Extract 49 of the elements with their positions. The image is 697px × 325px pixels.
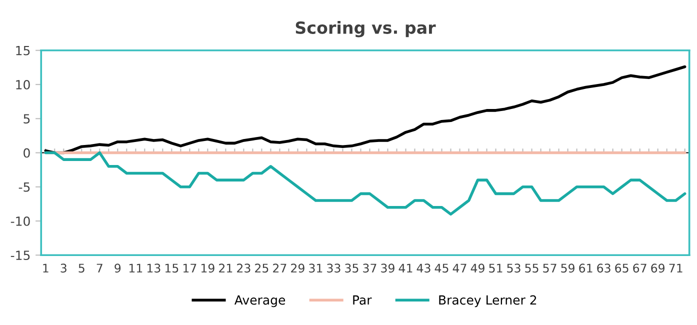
x-tick-label: 59 [561,264,574,273]
line-series [44,65,686,154]
x-tick-label: 35 [345,264,358,273]
y-tick-label: 5 [24,114,30,124]
x-tick-label: 47 [452,264,466,272]
x-tick-label: 53 [507,264,520,273]
x-tick-label: 69 [651,264,665,273]
y-tick-label: 10 [16,80,30,90]
x-tick-label: 49 [470,264,484,273]
x-tick-label: 41 [398,264,412,272]
x-tick-label: 55 [525,264,538,273]
y-tick-label: -15 [10,250,30,260]
legend-label: Par [353,295,372,305]
x-tick-label: 25 [255,264,268,273]
x-tick-label: 39 [381,264,394,273]
x-tick-label: 31 [309,264,322,273]
x-tick-label: 63 [597,264,610,273]
x-tick-label: 27 [273,264,286,272]
x-tick-label: 11 [129,264,142,272]
x-tick-label: 9 [114,264,121,273]
x-tick-label: 21 [219,264,232,272]
x-tick-label: 37 [363,264,376,273]
legend-label: Average [234,295,286,308]
x-tick-label: 7 [96,264,102,272]
x-tick-label: 51 [489,264,502,273]
x-tick-label: 43 [416,264,430,273]
y-tick-label: -10 [10,216,30,226]
line-series [44,151,686,216]
x-tick-label: 15 [165,264,178,273]
x-tick-label: 23 [237,264,250,273]
x-tick-label: 71 [669,264,682,272]
chart-title: Scoring vs. par [296,21,436,38]
legend-label: Bracey Lerner 2 [439,295,536,308]
x-tick-label: 13 [147,264,160,273]
x-tick-label: 65 [615,264,628,273]
x-tick-label: 61 [579,264,592,273]
x-tick-label: 29 [291,264,304,273]
x-tick-label: 57 [543,264,556,273]
y-tick-label: 15 [16,46,30,56]
x-tick-label: 45 [434,264,448,273]
x-tick-label: 17 [183,264,196,272]
y-tick-label: 0 [24,148,30,158]
x-tick-label: 3 [60,264,66,273]
x-tick-label: 19 [201,264,214,273]
y-tick-label: -5 [18,182,30,192]
x-tick-label: 67 [633,264,646,273]
x-tick-label: 33 [327,264,340,273]
x-tick-label: 5 [78,264,84,273]
x-tick-label: 1 [43,264,48,272]
